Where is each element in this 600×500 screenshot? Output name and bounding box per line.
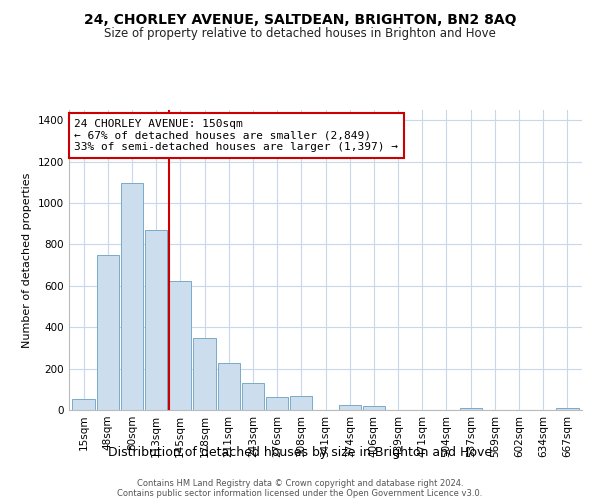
Bar xyxy=(338,405,361,410)
Bar xyxy=(121,184,143,410)
Text: Size of property relative to detached houses in Brighton and Hove: Size of property relative to detached ho… xyxy=(104,28,496,40)
Bar xyxy=(242,383,264,410)
Bar xyxy=(145,230,167,410)
Bar xyxy=(556,408,578,410)
Bar xyxy=(460,408,482,410)
Y-axis label: Number of detached properties: Number of detached properties xyxy=(22,172,32,348)
Bar xyxy=(97,255,119,410)
Bar xyxy=(363,406,385,410)
Bar xyxy=(266,396,288,410)
Bar xyxy=(193,338,215,410)
Bar xyxy=(218,364,240,410)
Bar xyxy=(290,396,313,410)
Text: 24, CHORLEY AVENUE, SALTDEAN, BRIGHTON, BN2 8AQ: 24, CHORLEY AVENUE, SALTDEAN, BRIGHTON, … xyxy=(84,12,516,26)
Text: Distribution of detached houses by size in Brighton and Hove: Distribution of detached houses by size … xyxy=(108,446,492,459)
Text: Contains public sector information licensed under the Open Government Licence v3: Contains public sector information licen… xyxy=(118,488,482,498)
Bar xyxy=(169,282,191,410)
Bar xyxy=(73,399,95,410)
Text: Contains HM Land Registry data © Crown copyright and database right 2024.: Contains HM Land Registry data © Crown c… xyxy=(137,478,463,488)
Text: 24 CHORLEY AVENUE: 150sqm
← 67% of detached houses are smaller (2,849)
33% of se: 24 CHORLEY AVENUE: 150sqm ← 67% of detac… xyxy=(74,119,398,152)
